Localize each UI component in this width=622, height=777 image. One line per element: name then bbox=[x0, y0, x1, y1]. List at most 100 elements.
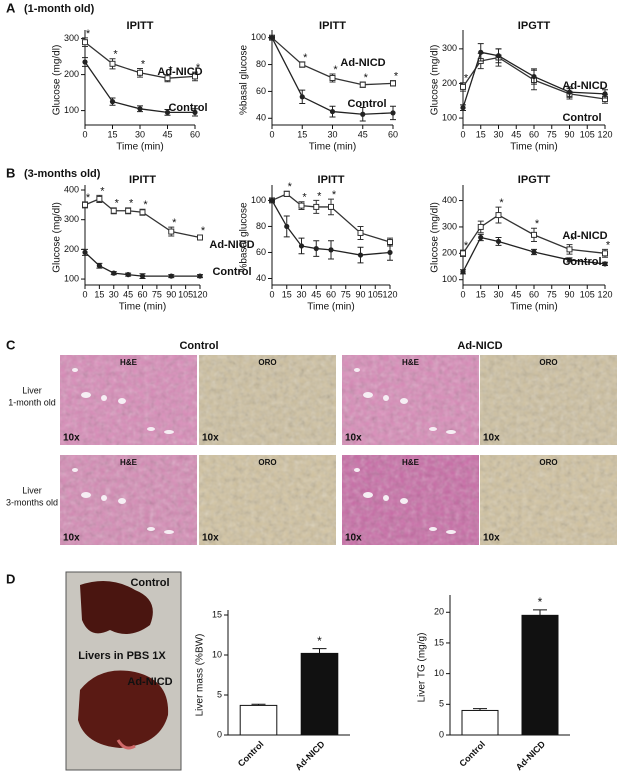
panel-subtitle: (3-months old) bbox=[24, 168, 101, 180]
histology-texture bbox=[60, 455, 197, 545]
stain-label: ORO bbox=[539, 358, 557, 367]
significance-mark: * bbox=[317, 634, 322, 648]
y-tick-label: 40 bbox=[256, 273, 266, 283]
series-label: Ad-NICD bbox=[562, 230, 607, 242]
vessel bbox=[383, 395, 389, 401]
series-label: Control bbox=[212, 266, 251, 278]
data-point bbox=[125, 272, 131, 278]
significance-mark: * bbox=[172, 217, 177, 229]
vessel bbox=[72, 368, 78, 372]
vessel bbox=[164, 530, 174, 534]
x-tick-label: 30 bbox=[493, 289, 503, 299]
y-tick-label: 100 bbox=[251, 195, 266, 205]
data-point bbox=[360, 111, 366, 117]
data-point bbox=[96, 195, 103, 202]
data-point bbox=[602, 250, 608, 257]
x-tick-label: 60 bbox=[388, 129, 398, 139]
panel-label: D bbox=[6, 571, 15, 586]
significance-mark: * bbox=[464, 73, 469, 85]
y-tick-label: 60 bbox=[256, 247, 266, 257]
vessel bbox=[354, 468, 360, 472]
x-tick-label: Ad-NICD bbox=[293, 739, 327, 773]
x-tick-label: 60 bbox=[326, 289, 336, 299]
data-point bbox=[460, 105, 466, 111]
x-tick-label: 0 bbox=[460, 129, 465, 139]
x-tick-label: 90 bbox=[564, 129, 574, 139]
significance-mark: * bbox=[606, 239, 611, 251]
bar bbox=[300, 652, 339, 736]
data-point bbox=[329, 74, 336, 81]
data-point bbox=[390, 110, 396, 116]
stain-label: ORO bbox=[258, 358, 276, 367]
x-tick-label: 45 bbox=[511, 129, 521, 139]
series-line bbox=[462, 51, 606, 108]
stain-label: ORO bbox=[539, 458, 557, 467]
y-tick-label: 5 bbox=[439, 699, 444, 709]
column-header: Ad-NICD bbox=[457, 340, 502, 352]
stain-label: H&E bbox=[402, 358, 420, 367]
y-tick-label: 20 bbox=[434, 607, 444, 617]
data-point bbox=[299, 61, 306, 68]
error-bar bbox=[473, 708, 487, 711]
significance-mark: * bbox=[86, 192, 91, 204]
data-point bbox=[566, 89, 573, 95]
histology-texture bbox=[342, 455, 479, 545]
liver-detail bbox=[116, 739, 136, 750]
x-tick-label: 15 bbox=[94, 289, 104, 299]
data-point bbox=[387, 249, 393, 256]
x-tick-label: 105 bbox=[580, 289, 595, 299]
y-axis-label: %basal glucose bbox=[239, 202, 250, 272]
vessel bbox=[383, 495, 389, 501]
y-tick-label: 100 bbox=[64, 273, 79, 283]
vessel bbox=[101, 395, 107, 401]
significance-mark: * bbox=[86, 28, 91, 40]
x-axis-label: Time (min) bbox=[510, 142, 557, 153]
data-point bbox=[566, 257, 573, 263]
significance-mark: * bbox=[332, 189, 337, 201]
y-tick-label: 400 bbox=[64, 184, 79, 194]
x-tick-label: 60 bbox=[529, 289, 539, 299]
y-tick-label: 5 bbox=[217, 689, 222, 699]
series-label: Ad-NICD bbox=[340, 57, 385, 69]
x-tick-label: 30 bbox=[109, 289, 119, 299]
data-point bbox=[283, 190, 290, 197]
data-point bbox=[531, 73, 537, 80]
series-label: Ad-NICD bbox=[562, 80, 607, 92]
vessel bbox=[147, 427, 155, 431]
data-point bbox=[139, 273, 146, 279]
x-tick-label: 120 bbox=[597, 289, 612, 299]
histology-texture bbox=[480, 355, 617, 445]
y-tick-label: 100 bbox=[64, 105, 79, 115]
significance-mark: * bbox=[303, 52, 308, 64]
row-label: Liver bbox=[22, 385, 42, 395]
vessel bbox=[72, 468, 78, 472]
x-tick-label: 105 bbox=[580, 129, 595, 139]
y-tick-label: 0 bbox=[439, 729, 444, 739]
significance-mark: * bbox=[141, 58, 146, 70]
series-line bbox=[462, 214, 606, 254]
y-tick-label: 200 bbox=[64, 69, 79, 79]
y-tick-label: 300 bbox=[442, 43, 457, 53]
significance-mark: * bbox=[115, 198, 120, 210]
vessel bbox=[81, 492, 91, 498]
x-tick-label: 75 bbox=[547, 129, 557, 139]
data-point bbox=[137, 106, 143, 112]
significance-mark: * bbox=[168, 65, 173, 77]
y-axis-label: Liver mass (%BW) bbox=[195, 634, 206, 717]
vessel bbox=[354, 368, 360, 372]
data-point bbox=[192, 73, 198, 80]
x-tick-label: 90 bbox=[166, 289, 176, 299]
data-point bbox=[125, 207, 132, 214]
histology-texture bbox=[60, 355, 197, 445]
series-label: Control bbox=[562, 112, 601, 124]
significance-mark: * bbox=[394, 71, 399, 83]
data-point bbox=[111, 270, 117, 276]
magnification-label: 10x bbox=[345, 433, 362, 444]
y-tick-label: 15 bbox=[434, 637, 444, 647]
x-tick-label: 0 bbox=[82, 289, 87, 299]
significance-mark: * bbox=[570, 235, 575, 247]
data-point bbox=[139, 209, 146, 216]
significance-mark: * bbox=[535, 218, 540, 230]
data-point bbox=[602, 261, 608, 267]
